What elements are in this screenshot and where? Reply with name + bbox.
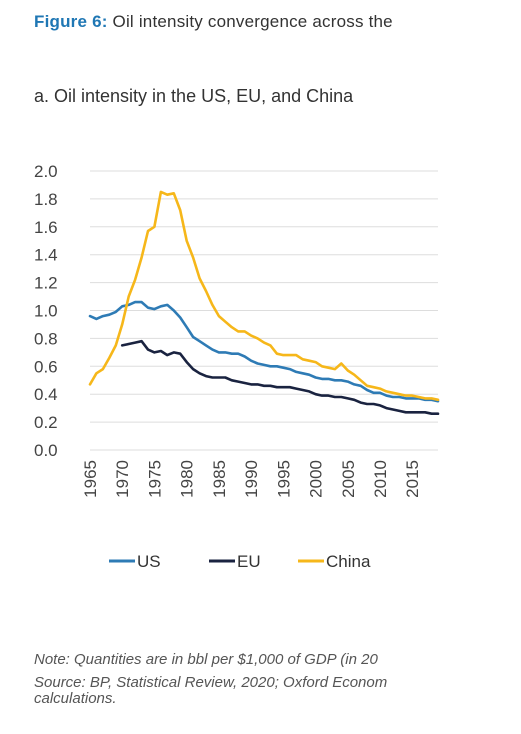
figure-number: Figure 6: (34, 12, 108, 31)
series-line-us (88, 300, 440, 403)
figure-title: Figure 6: Oil intensity convergence acro… (34, 12, 393, 32)
x-tick-label: 1995 (274, 460, 293, 498)
x-tick-label: 1990 (242, 460, 261, 498)
x-tick-label: 1980 (178, 460, 197, 498)
x-tick-label: 1985 (210, 460, 229, 498)
note-quantities: Note: Quantities are in bbl per $1,000 o… (34, 651, 378, 668)
chart-legend: US EU China (109, 552, 371, 571)
chart-grid (90, 170, 438, 451)
x-tick-label: 2010 (371, 460, 390, 498)
y-axis: 0.0 0.2 0.4 0.6 0.8 1.0 1.2 1.4 1.6 1.8 2.0 (34, 162, 58, 460)
y-tick-label: 0.2 (34, 413, 58, 432)
y-tick-label: 1.8 (34, 190, 58, 209)
y-tick-label: 1.0 (34, 302, 58, 321)
series-lines (88, 190, 440, 416)
legend-label-china: China (326, 552, 371, 571)
series-line-eu (120, 339, 440, 416)
x-tick-label: 1970 (113, 460, 132, 498)
x-tick-label: 1965 (81, 460, 100, 498)
y-tick-label: 0.8 (34, 329, 58, 348)
x-tick-label: 2015 (403, 460, 422, 498)
note-source: Source: BP, Statistical Review, 2020; Ox… (34, 674, 388, 691)
note-calculations: calculations. (34, 690, 117, 707)
legend-label-eu: EU (237, 552, 261, 571)
x-tick-label: 2005 (339, 460, 358, 498)
y-tick-label: 0.0 (34, 441, 58, 460)
x-tick-label: 2000 (307, 460, 326, 498)
y-tick-label: 1.2 (34, 274, 58, 293)
y-tick-label: 1.4 (34, 246, 58, 265)
oil-intensity-chart: 0.00.20.40.60.81.01.21.41.61.82.0 1965 19… (34, 162, 440, 571)
y-tick-label: 2.0 (34, 162, 58, 181)
series-line-china (88, 190, 440, 402)
y-tick-label: 1.6 (34, 218, 58, 237)
legend-label-us: US (137, 552, 161, 571)
figure-title-text: Oil intensity convergence across the (112, 12, 393, 31)
x-tick-label: 1975 (145, 460, 164, 498)
y-tick-label: 0.4 (34, 385, 58, 404)
y-tick-label: 0.6 (34, 357, 58, 376)
panel-title: a. Oil intensity in the US, EU, and Chin… (34, 86, 354, 106)
x-axis: 1965 1970 1975 1980 1985 1990 1995 2000 2005 2010… (81, 460, 422, 498)
